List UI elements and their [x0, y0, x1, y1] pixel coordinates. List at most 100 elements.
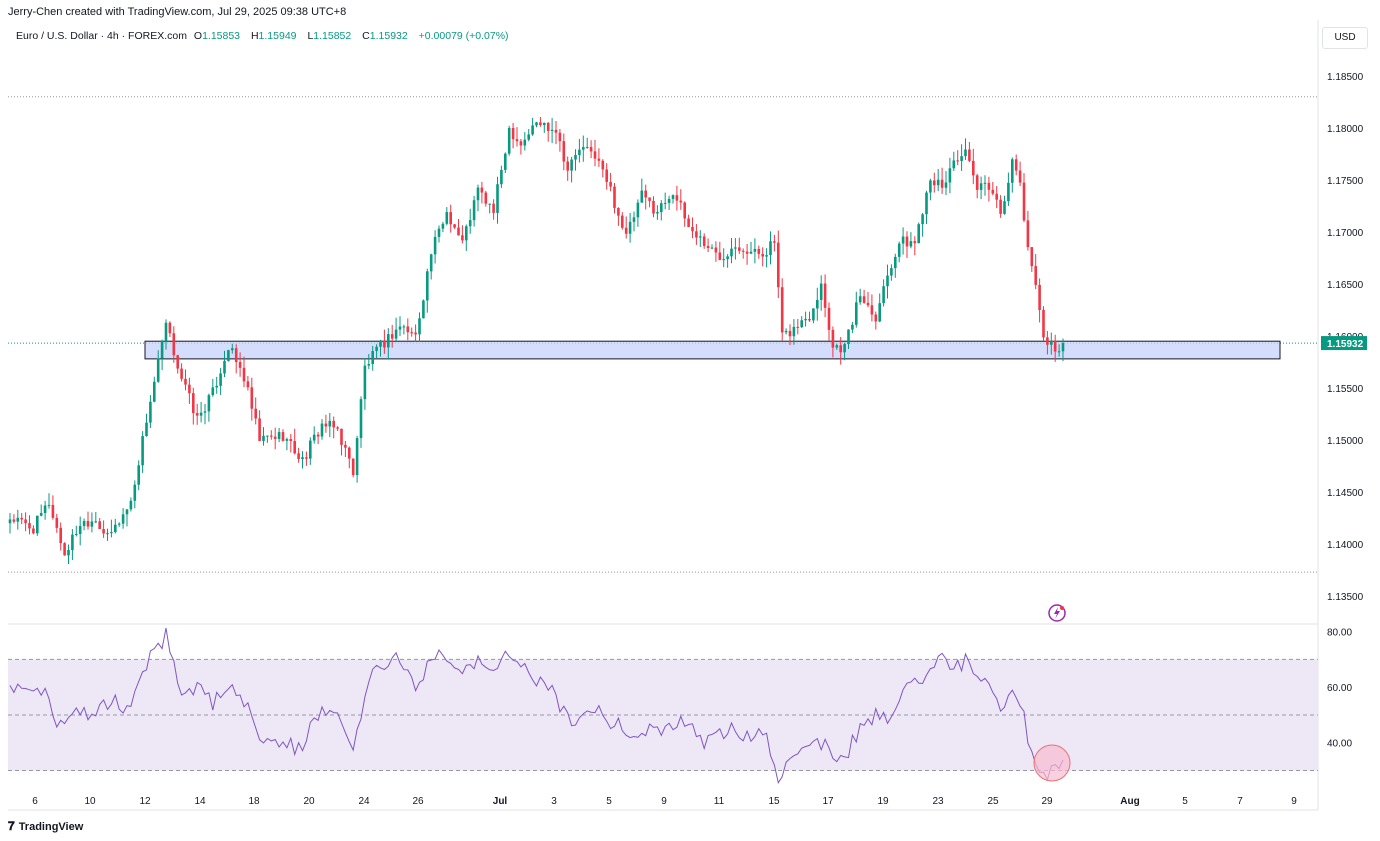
candle-body [316, 434, 320, 437]
low-label: L [307, 30, 314, 42]
candle-body [379, 340, 382, 347]
time-tick-label: 3 [551, 796, 557, 807]
candle-body [644, 190, 647, 198]
candle-body [402, 326, 406, 328]
rsi-layer [8, 627, 1318, 784]
candle-body [117, 523, 121, 525]
tradingview-logo-text: TradingView [18, 821, 84, 833]
candle-body [476, 187, 480, 201]
candle-body [437, 228, 441, 237]
candle-body [890, 268, 893, 276]
candle-body [114, 524, 117, 533]
support-zone [144, 340, 1281, 360]
candle-body [371, 351, 374, 365]
candle-body [359, 399, 363, 439]
time-tick-label: Aug [1120, 796, 1139, 807]
candle-body [995, 193, 998, 200]
candle-body [753, 248, 757, 252]
candle-body [944, 182, 948, 188]
price-tick-label: 1.13500 [1327, 592, 1364, 603]
candle-body [106, 533, 109, 535]
candle-body [738, 247, 741, 251]
candle-body [102, 529, 105, 534]
candle-body [414, 332, 417, 335]
high-value: 1.15949 [258, 30, 297, 42]
candle-body [917, 224, 920, 244]
candle-body [78, 525, 82, 534]
candle-body [687, 218, 690, 228]
time-tick-label: Jul [493, 796, 508, 807]
time-tick-label: 29 [1041, 796, 1053, 807]
time-tick-label: 7 [1237, 796, 1243, 807]
candle-body [309, 440, 312, 459]
candle-body [211, 387, 215, 396]
candle-body [285, 439, 289, 441]
candle-body [504, 153, 507, 170]
candle-body [648, 197, 651, 201]
candle-body [312, 434, 316, 441]
tradingview-logo[interactable]: 𝟕 TradingView [8, 819, 83, 834]
candle-body [418, 318, 421, 335]
candle-body [933, 180, 936, 186]
candle-body [582, 147, 585, 150]
candle-body [695, 231, 698, 238]
candle-body [812, 308, 815, 321]
candle-body [305, 457, 308, 459]
candle-body [710, 247, 714, 249]
current-price-label: 1.15932 [1327, 339, 1364, 350]
candle-body [281, 432, 285, 441]
candle-body [51, 504, 55, 518]
candle-body [554, 129, 558, 133]
candle-body [804, 318, 807, 321]
candle-body [636, 202, 640, 218]
candle-body [164, 322, 168, 341]
candle-body [585, 146, 589, 148]
candle-body [1014, 159, 1018, 171]
symbol-name[interactable]: Euro / U.S. Dollar · 4h · FOREX.com [16, 30, 187, 42]
candle-body [445, 212, 449, 224]
candle-body [628, 221, 632, 234]
time-tick-label: 6 [32, 796, 38, 807]
candle-body [160, 340, 164, 359]
candle-body [1018, 170, 1022, 183]
candle-body [1007, 182, 1010, 202]
candle-body [137, 465, 140, 485]
candle-body [141, 436, 144, 466]
candle-body [562, 141, 566, 162]
current-price-label-bg [1321, 336, 1367, 351]
time-tick-label: 26 [412, 796, 424, 807]
candle-body [324, 423, 328, 427]
candle-body [234, 348, 238, 363]
candle-body [515, 139, 519, 142]
candle-body [1030, 247, 1034, 267]
currency-button[interactable]: USD [1322, 27, 1368, 49]
candle-body [991, 189, 995, 194]
axis-layer: 1.185001.180001.175001.170001.165001.160… [32, 72, 1367, 807]
candle-body [28, 523, 31, 529]
candle-body [20, 517, 23, 520]
candle-body [706, 245, 710, 249]
candle-body [1011, 159, 1014, 183]
candle-body [16, 517, 20, 522]
candle-body [289, 439, 293, 442]
candle-body [394, 329, 398, 339]
candle-body [488, 203, 491, 205]
close-value-group: C1.15932 [362, 30, 412, 42]
candle-body [1003, 201, 1006, 214]
candle-body [523, 139, 527, 146]
candle-body [999, 199, 1002, 214]
candle-body [511, 127, 515, 140]
candle-body [351, 458, 355, 476]
lightning-icon-bolt [1054, 607, 1060, 619]
candle-body [246, 381, 250, 388]
candle-body [527, 134, 530, 140]
low-value: 1.15852 [313, 30, 352, 42]
candle-body [956, 160, 959, 162]
candle-body [340, 428, 343, 445]
candle-body [972, 160, 975, 176]
price-tick-label: 1.17000 [1327, 228, 1364, 239]
candle-body [605, 169, 608, 182]
candle-body [480, 187, 484, 193]
time-tick-label: 18 [248, 796, 260, 807]
